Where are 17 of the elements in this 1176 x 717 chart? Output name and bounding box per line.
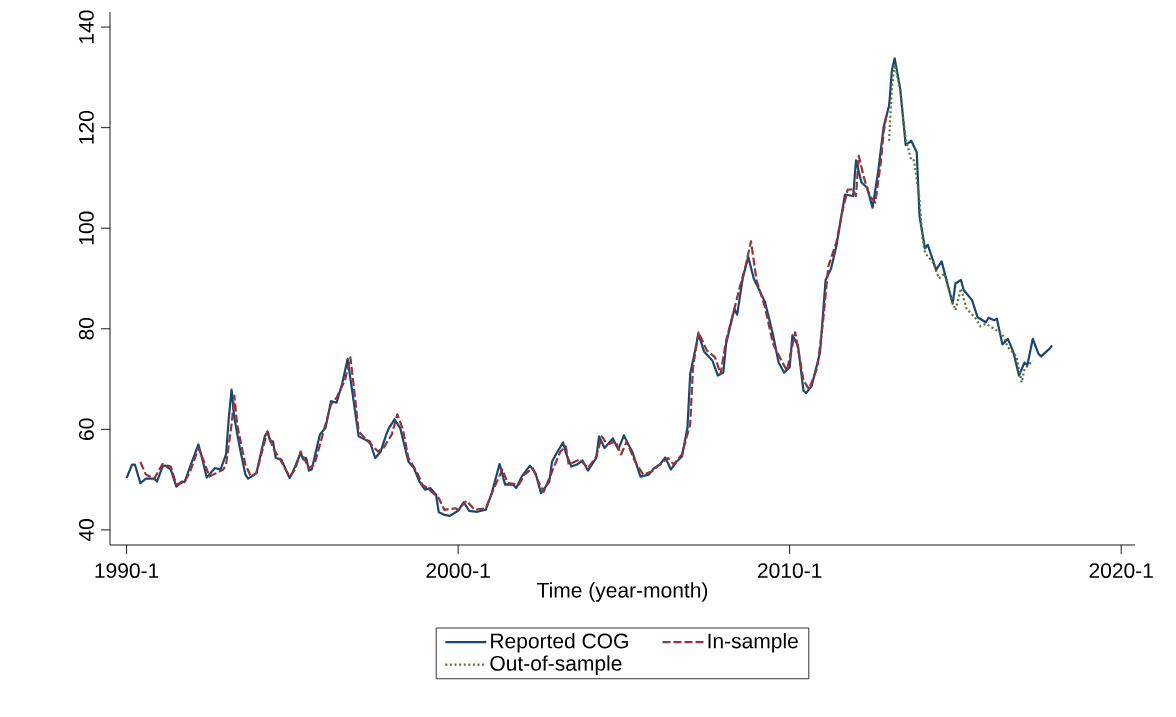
y-tick-label: 40: [78, 519, 94, 542]
x-axis-title: Time (year-month): [537, 582, 708, 602]
y-tick-label: 120: [78, 110, 94, 144]
y-tick-label: 140: [78, 10, 94, 43]
x-tick-label: 2000-1: [426, 563, 490, 579]
legend-label: Out-of-sample: [490, 655, 622, 675]
line-series: [139, 114, 888, 511]
x-tick-label: 1990-1: [95, 563, 159, 579]
y-tick-label: 60: [78, 418, 94, 440]
y-tick-label: 80: [78, 317, 94, 340]
line-series: [888, 63, 1034, 384]
y-tick-label: 100: [78, 211, 94, 245]
legend-label: Reported COG: [491, 633, 628, 653]
x-tick-label: 2020-1: [1089, 563, 1153, 579]
line-series: [125, 57, 1054, 517]
legend-label: In-sample: [708, 633, 798, 653]
x-tick-label: 2010-1: [758, 563, 822, 579]
